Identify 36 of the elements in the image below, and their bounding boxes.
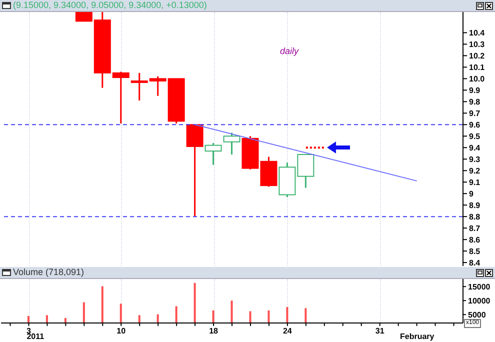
y-tick-label: 8.4 xyxy=(469,258,481,268)
candlestick xyxy=(223,132,240,156)
candlestick xyxy=(186,124,204,218)
y-tick-label: 9 xyxy=(469,189,474,198)
y-tick-label: 9.4 xyxy=(469,143,481,152)
y-tick-label: 9.8 xyxy=(469,97,481,106)
annotation: daily xyxy=(280,46,299,56)
y-tick-label: 10.1 xyxy=(469,63,486,72)
y-tick-label: 9.3 xyxy=(469,154,481,164)
x-tick-label: 18 xyxy=(209,326,219,336)
y-tick-label: 8.7 xyxy=(469,224,481,233)
x-tick-label: 24 xyxy=(282,326,292,336)
y-tick-label: 10.4 xyxy=(469,28,486,38)
candlestick xyxy=(204,142,222,166)
y-tick-label: 9.9 xyxy=(469,86,481,95)
x-tick-label: 10 xyxy=(116,326,126,336)
y-tick-label: 5000 xyxy=(468,310,486,320)
y-tick-label: 9.7 xyxy=(469,108,481,118)
y-tick-label: 10.0 xyxy=(469,74,486,84)
y-tick-label: 10.2 xyxy=(469,52,486,61)
y-tick-label: 8.6 xyxy=(469,235,481,244)
y-tick-label: 9.1 xyxy=(469,178,481,187)
chart-title: (9.15000, 9.34000, 9.05000, 9.34000, +0.13000) xyxy=(13,0,207,11)
y-tick-label: 10000 xyxy=(468,296,491,306)
y-tick-label: 9.5 xyxy=(469,132,481,141)
y-tick-label: 8.5 xyxy=(469,246,481,256)
y-tick-label: 10.3 xyxy=(469,40,486,50)
y-tick-label: 8.9 xyxy=(469,200,481,210)
x-tick-label: 31 xyxy=(375,326,385,336)
text: February xyxy=(400,332,434,341)
text: 2011 xyxy=(26,332,44,341)
y-tick-label: 8.8 xyxy=(469,212,481,222)
y-tick-label: 9.6 xyxy=(469,120,481,130)
y-tick-label: 9.2 xyxy=(469,166,481,176)
y-tick-label: 15000 xyxy=(468,282,491,292)
chart-title: Volume (718,091) xyxy=(13,267,84,278)
